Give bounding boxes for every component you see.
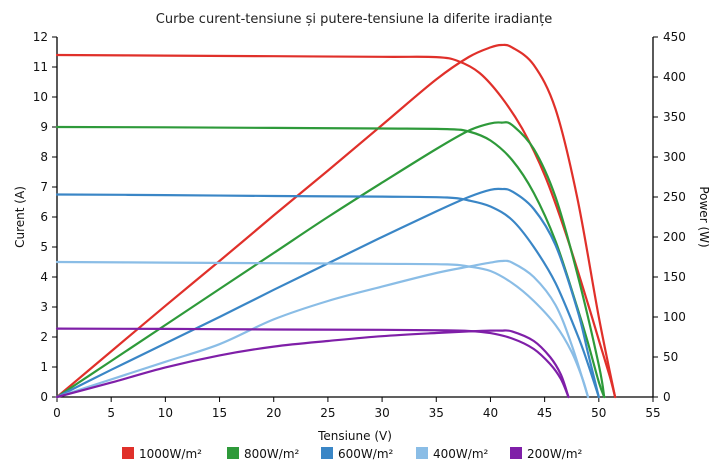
legend-label: 1000W/m²: [139, 447, 202, 461]
chart-title: Curbe curent-tensiune și putere-tensiune…: [156, 12, 552, 27]
y-axis-left-label: Curent (A): [13, 186, 27, 248]
y-left-tick-label: 5: [40, 240, 48, 254]
legend-swatch: [227, 447, 239, 459]
y-left-tick-label: 0: [40, 390, 48, 404]
y-left-tick-label: 8: [40, 150, 48, 164]
y-axis-right-label: Power (W): [697, 186, 709, 247]
current-line-400w-m: [55, 260, 590, 399]
y-left-tick-label: 2: [40, 330, 48, 344]
y-left-tick-label: 6: [40, 210, 48, 224]
legend-label: 800W/m²: [244, 447, 300, 461]
x-tick-label: 25: [320, 406, 335, 420]
x-tick-label: 45: [537, 406, 552, 420]
y-left-tick-label: 11: [33, 60, 48, 74]
x-tick-label: 55: [645, 406, 660, 420]
x-tick-label: 35: [429, 406, 444, 420]
current-line-600w-m: [55, 193, 600, 399]
power-line-200w-m: [55, 329, 570, 399]
x-tick-label: 5: [107, 406, 115, 420]
ticks: 0 5 10 15 20 25 30 35 40 45 50 55012345678910111205…: [33, 30, 686, 420]
y-right-tick-label: 300: [663, 150, 686, 164]
x-tick-label: 15: [212, 406, 227, 420]
legend-label: 400W/m²: [433, 447, 489, 461]
y-right-tick-label: 400: [663, 70, 686, 84]
legend-swatch: [122, 447, 134, 459]
y-left-tick-label: 9: [40, 120, 48, 134]
current-line-200w-m: [55, 327, 570, 399]
y-right-tick-label: 50: [663, 350, 678, 364]
y-left-tick-label: 12: [33, 30, 48, 44]
current-line-1000w-m: [55, 53, 617, 399]
x-tick-label: 30: [374, 406, 389, 420]
power-line-1000w-m: [55, 43, 617, 399]
legend-swatch: [321, 447, 333, 459]
series-lines: [55, 43, 617, 399]
x-axis-label: Tensiune (V): [317, 429, 392, 443]
y-right-tick-label: 250: [663, 190, 686, 204]
y-left-tick-label: 7: [40, 180, 48, 194]
x-tick-label: 0: [53, 406, 61, 420]
axes: [56, 37, 654, 398]
y-right-tick-label: 350: [663, 110, 686, 124]
current-line-800w-m: [55, 125, 606, 399]
x-tick-label: 10: [158, 406, 173, 420]
y-left-tick-label: 4: [40, 270, 48, 284]
legend-swatch: [416, 447, 428, 459]
y-right-tick-label: 0: [663, 390, 671, 404]
y-left-tick-label: 1: [40, 360, 48, 374]
x-tick-label: 40: [483, 406, 498, 420]
y-right-tick-label: 100: [663, 310, 686, 324]
power-line-800w-m: [55, 121, 606, 399]
y-right-tick-label: 450: [663, 30, 686, 44]
x-tick-label: 50: [591, 406, 606, 420]
y-right-tick-label: 200: [663, 230, 686, 244]
power-line-400w-m: [55, 259, 590, 399]
y-left-tick-label: 10: [33, 90, 48, 104]
legend: 1000W/m² 800W/m² 600W/m² 400W/m² 200W/m²: [122, 447, 583, 461]
x-tick-label: 20: [266, 406, 281, 420]
legend-swatch: [510, 447, 522, 459]
y-right-tick-label: 150: [663, 270, 686, 284]
y-left-tick-label: 3: [40, 300, 48, 314]
power-line-600w-m: [55, 187, 600, 399]
legend-label: 200W/m²: [527, 447, 583, 461]
legend-label: 600W/m²: [338, 447, 394, 461]
